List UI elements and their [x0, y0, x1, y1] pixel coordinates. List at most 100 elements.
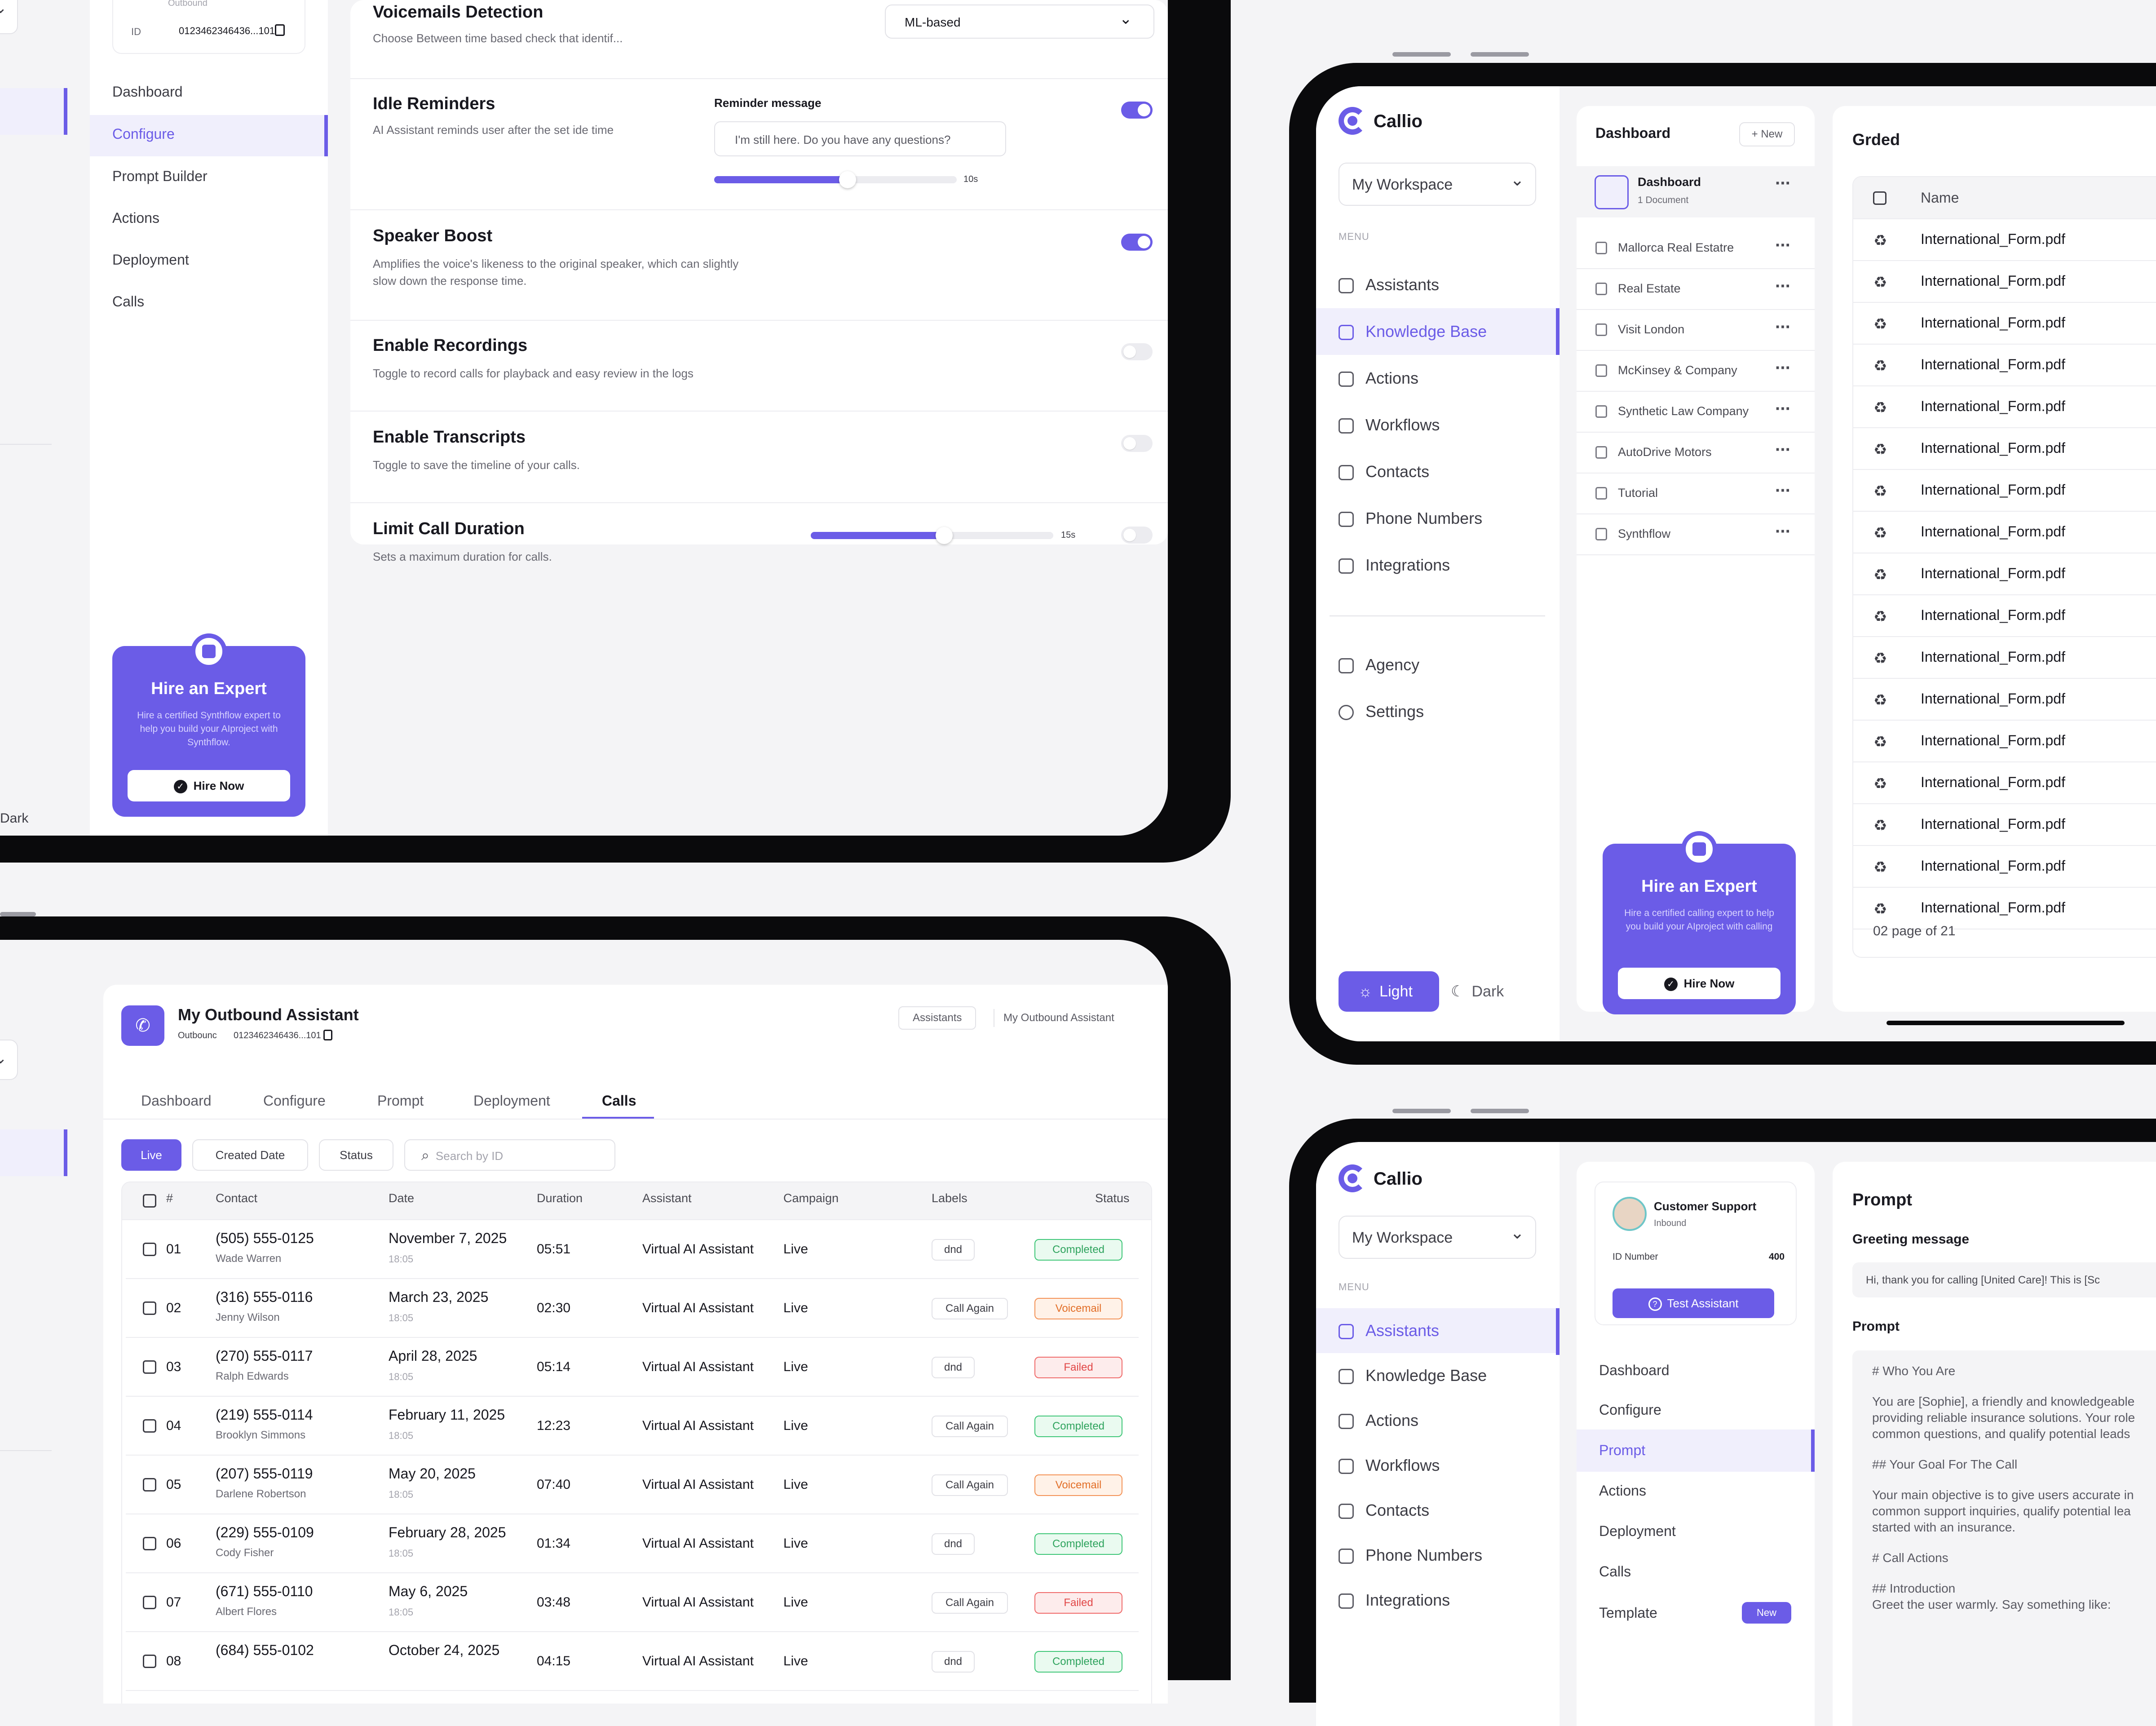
- test-assistant-button[interactable]: ? Test Assistant: [1613, 1288, 1774, 1318]
- idle-toggle[interactable]: [1121, 102, 1153, 119]
- kb-list-item[interactable]: Synthflow ···: [1577, 514, 1815, 555]
- speaker-toggle[interactable]: [1121, 234, 1153, 251]
- kb-list-item[interactable]: Real Estate ···: [1577, 269, 1815, 310]
- tab-prompt[interactable]: Prompt: [377, 1093, 424, 1109]
- nav-assistants[interactable]: Assistants: [1316, 261, 1560, 308]
- nav-contacts[interactable]: Contacts: [1316, 1488, 1560, 1533]
- nav-agency[interactable]: Agency: [1316, 642, 1560, 688]
- more-dots-icon[interactable]: ···: [1775, 235, 1791, 255]
- kb-new-button[interactable]: + New: [1739, 122, 1795, 146]
- table-row[interactable]: 02 (316) 555-0116 Jenny Wilson March 23,…: [126, 1279, 1139, 1338]
- subnav-dashboard[interactable]: Dashboard: [1599, 1362, 1670, 1378]
- subnav-prompt[interactable]: Prompt: [1599, 1442, 1646, 1458]
- more-dots-icon[interactable]: ···: [1775, 399, 1791, 419]
- file-row[interactable]: ♻ International_Form.pdf: [1853, 345, 2156, 386]
- kb-list-item[interactable]: Tutorial ···: [1577, 474, 1815, 514]
- tab-deployment[interactable]: Deployment: [473, 1093, 550, 1109]
- sidebar-item-deployment[interactable]: Deployment: [112, 252, 189, 268]
- file-row[interactable]: ♻ International_Form.pdf: [1853, 595, 2156, 637]
- file-row[interactable]: ♻ International_Form.pdf: [1853, 428, 2156, 470]
- greeting-input[interactable]: Hi, thank you for calling [United Care]!…: [1852, 1262, 2156, 1297]
- more-dots-icon[interactable]: ···: [1775, 276, 1791, 296]
- file-row[interactable]: ♻ International_Form.pdf: [1853, 386, 2156, 428]
- table-row[interactable]: 04 (219) 555-0114 Brooklyn Simmons Febru…: [126, 1397, 1139, 1456]
- kb-list-item[interactable]: McKinsey & Company ···: [1577, 351, 1815, 392]
- nav-contacts[interactable]: Contacts: [1316, 448, 1560, 495]
- nav-actions[interactable]: Actions: [1316, 355, 1560, 402]
- sidebar-item-calls[interactable]: Calls: [112, 293, 145, 310]
- workspace-select[interactable]: My Workspace ⌄: [1339, 163, 1536, 206]
- file-row[interactable]: ♻ International_Form.pdf: [1853, 219, 2156, 261]
- tab-calls[interactable]: Calls: [602, 1093, 636, 1109]
- table-row[interactable]: 03 (270) 555-0117 Ralph Edwards April 28…: [126, 1338, 1139, 1397]
- prompt-textarea[interactable]: # Who You Are You are [Sophie], a friendl…: [1852, 1350, 2156, 1726]
- table-row[interactable]: 07 (671) 555-0110 Albert Flores May 6, 2…: [126, 1573, 1139, 1632]
- reminder-message-input[interactable]: I'm still here. Do you have any question…: [714, 121, 1006, 156]
- breadcrumb-assistants[interactable]: Assistants: [898, 1006, 976, 1030]
- kb-list-item[interactable]: Mallorca Real Estatre ···: [1577, 228, 1815, 269]
- more-dots-icon[interactable]: ···: [1775, 522, 1791, 541]
- recordings-toggle[interactable]: [1121, 343, 1153, 360]
- table-row[interactable]: 01 (505) 555-0125 Wade Warren November 7…: [126, 1220, 1139, 1279]
- nav-knowledge-base[interactable]: Knowledge Base: [1316, 1353, 1560, 1398]
- file-row[interactable]: ♻ International_Form.pdf: [1853, 721, 2156, 762]
- filter-status[interactable]: Status: [319, 1139, 393, 1171]
- nav-phone-numbers[interactable]: Phone Numbers: [1316, 1533, 1560, 1578]
- file-row[interactable]: ♻ International_Form.pdf: [1853, 679, 2156, 721]
- nav-actions[interactable]: Actions: [1316, 1398, 1560, 1443]
- limit-slider-knob[interactable]: [936, 527, 953, 544]
- nav-phone-numbers[interactable]: Phone Numbers: [1316, 495, 1560, 542]
- limit-slider[interactable]: [811, 527, 1053, 544]
- idle-slider[interactable]: [714, 171, 957, 188]
- more-dots-icon[interactable]: ···: [1775, 358, 1791, 378]
- more-dots-icon[interactable]: ···: [1775, 173, 1791, 193]
- sidebar-item-actions[interactable]: Actions: [112, 210, 159, 226]
- row-checkbox[interactable]: [143, 1419, 156, 1433]
- file-row[interactable]: ♻ International_Form.pdf: [1853, 553, 2156, 595]
- left-dropdown-stub[interactable]: ⌄: [0, 1040, 18, 1080]
- more-dots-icon[interactable]: ···: [1775, 481, 1791, 500]
- subnav-actions[interactable]: Actions: [1599, 1483, 1646, 1499]
- tab-dashboard[interactable]: Dashboard: [141, 1093, 212, 1109]
- nav-integrations[interactable]: Integrations: [1316, 1578, 1560, 1623]
- nav-knowledge-base[interactable]: Knowledge Base: [1316, 308, 1560, 355]
- file-row[interactable]: ♻ International_Form.pdf: [1853, 637, 2156, 679]
- file-row[interactable]: ♻ International_Form.pdf: [1853, 762, 2156, 804]
- sidebar-item-prompt-builder[interactable]: Prompt Builder: [112, 168, 208, 184]
- search-input[interactable]: ⌕ Search by ID: [404, 1139, 615, 1171]
- file-row[interactable]: ♻ International_Form.pdf: [1853, 261, 2156, 303]
- more-dots-icon[interactable]: ···: [1775, 317, 1791, 337]
- table-row[interactable]: 05 (207) 555-0119 Darlene Robertson May …: [126, 1456, 1139, 1514]
- table-row[interactable]: 08 (684) 555-0102 October 24, 2025 04:15…: [126, 1632, 1139, 1691]
- tab-configure[interactable]: Configure: [263, 1093, 326, 1109]
- light-theme-button[interactable]: ☼ Light: [1339, 971, 1439, 1012]
- subnav-deployment[interactable]: Deployment: [1599, 1523, 1676, 1539]
- row-checkbox[interactable]: [143, 1537, 156, 1550]
- row-checkbox[interactable]: [143, 1301, 156, 1315]
- filter-created-date[interactable]: Created Date: [192, 1139, 308, 1171]
- idle-slider-knob[interactable]: [839, 171, 856, 188]
- sidebar-item-configure[interactable]: Configure: [112, 126, 175, 142]
- row-checkbox[interactable]: [143, 1243, 156, 1256]
- file-row[interactable]: ♻ International_Form.pdf: [1853, 888, 2156, 929]
- subnav-configure[interactable]: Configure: [1599, 1402, 1661, 1418]
- filter-live[interactable]: Live: [121, 1139, 181, 1171]
- kb-list-item[interactable]: AutoDrive Motors ···: [1577, 433, 1815, 474]
- nav-integrations[interactable]: Integrations: [1316, 542, 1560, 589]
- file-row[interactable]: ♻ International_Form.pdf: [1853, 846, 2156, 888]
- transcripts-toggle[interactable]: [1121, 435, 1153, 452]
- copy-icon[interactable]: [275, 24, 285, 36]
- theme-dark-label[interactable]: Dark: [0, 811, 29, 826]
- file-row[interactable]: ♻ International_Form.pdf: [1853, 804, 2156, 846]
- row-checkbox[interactable]: [143, 1478, 156, 1491]
- workspace-select[interactable]: My Workspace ⌄: [1339, 1216, 1536, 1259]
- select-all-checkbox[interactable]: [143, 1194, 156, 1208]
- kb-list-item[interactable]: Synthetic Law Company ···: [1577, 392, 1815, 433]
- select-all-checkbox[interactable]: [1873, 191, 1886, 205]
- nav-workflows[interactable]: Workflows: [1316, 1443, 1560, 1488]
- sidebar-item-dashboard[interactable]: Dashboard: [112, 84, 183, 100]
- row-checkbox[interactable]: [143, 1655, 156, 1668]
- hire-now-button[interactable]: ✓ Hire Now: [1618, 968, 1780, 999]
- row-checkbox[interactable]: [143, 1360, 156, 1374]
- nav-assistants[interactable]: Assistants: [1316, 1308, 1560, 1355]
